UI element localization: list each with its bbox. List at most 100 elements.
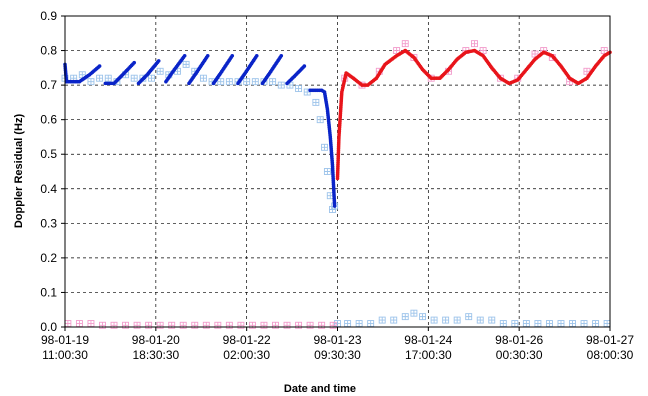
x-tick-time: 11:00:30 [42, 348, 88, 362]
series-marker-cross [105, 75, 112, 82]
series-marker-cross [76, 320, 83, 327]
series-dot [132, 60, 137, 65]
series-marker-cross [295, 85, 302, 92]
x-tick-time: 18:30:30 [132, 348, 179, 362]
series-dot [332, 204, 337, 208]
series-marker-cross [243, 78, 250, 85]
series-marker-cross [356, 320, 363, 327]
y-tick-label: 0.9 [40, 9, 57, 23]
series-marker-cross [304, 89, 311, 96]
series-marker-cross [569, 320, 576, 327]
x-tick-date: 98-01-20 [132, 333, 180, 347]
series-dot [302, 64, 307, 68]
x-tick-date: 98-01-24 [404, 333, 452, 347]
series-marker-cross [523, 320, 530, 327]
y-axis-ticks: 0.0 0.1 0.2 0.3 0.4 0.5 0.6 0.7 0.8 0.9 [40, 9, 65, 334]
series-marker-cross [592, 320, 599, 327]
series-dot [230, 53, 235, 58]
series-marker-cross [454, 317, 461, 324]
series-marker-cross [286, 82, 293, 89]
series-marker-cross [390, 317, 397, 324]
series-marker-cross [419, 313, 426, 320]
series-marker-cross [64, 320, 71, 327]
series-marker-cross [581, 320, 588, 327]
series-marker-cross [252, 78, 259, 85]
series-dot [254, 53, 259, 58]
x-tick-date: 98-01-23 [313, 333, 361, 347]
series-marker-cross [327, 192, 334, 199]
series-marker-cross [329, 206, 336, 213]
y-tick-label: 0.3 [40, 216, 57, 230]
x-tick-date: 98-01-19 [41, 333, 89, 347]
y-tick-label: 0.8 [40, 44, 57, 58]
series-marker-cross [278, 82, 285, 89]
series-marker-cross [604, 320, 611, 327]
y-tick-label: 0.7 [40, 78, 57, 92]
x-tick-date: 98-01-22 [223, 333, 271, 347]
series-marker-cross [431, 317, 438, 324]
x-axis-title: Date and time [284, 383, 356, 395]
x-tick-time: 09:30:30 [314, 348, 361, 362]
y-tick-label: 0.1 [40, 285, 57, 299]
series-2 [63, 53, 337, 208]
series-0 [61, 60, 611, 327]
y-axis-title: Doppler Residual (Hz) [13, 114, 25, 229]
series-marker-cross [601, 47, 608, 54]
series-marker-cross [174, 68, 181, 75]
series-marker-cross [317, 116, 324, 123]
series-marker-cross [511, 320, 518, 327]
series-layer [61, 40, 612, 329]
series-marker-cross [488, 317, 495, 324]
series-marker-cross [334, 320, 341, 327]
y-tick-label: 0.2 [40, 251, 57, 265]
x-tick-date: 98-01-26 [495, 333, 543, 347]
series-marker-cross [87, 78, 94, 85]
series-marker-cross [442, 317, 449, 324]
x-tick-date: 98-01-27 [586, 333, 634, 347]
series-marker-cross [226, 78, 233, 85]
series-marker-cross [534, 320, 541, 327]
series-marker-cross [312, 99, 319, 106]
series-marker-cross [321, 144, 328, 151]
series-marker-cross [96, 75, 103, 82]
series-marker-cross [148, 75, 155, 82]
series-1 [64, 40, 608, 329]
x-tick-time: 17:00:30 [405, 348, 452, 362]
series-dot [182, 53, 187, 58]
series-marker-cross [157, 68, 164, 75]
series-marker-cross [402, 40, 409, 47]
series-marker-cross [477, 317, 484, 324]
series-3 [335, 48, 612, 181]
series-dot [279, 53, 284, 58]
y-tick-label: 0.5 [40, 147, 57, 161]
series-marker-cross [480, 47, 487, 54]
series-marker-cross [402, 313, 409, 320]
series-marker-cross [269, 78, 276, 85]
y-tick-label: 0.6 [40, 113, 57, 127]
series-marker-cross [367, 320, 374, 327]
series-dot [205, 53, 210, 58]
series-marker-cross [131, 75, 138, 82]
series-marker-cross [379, 317, 386, 324]
series-marker-cross [87, 320, 94, 327]
series-marker-cross [465, 313, 472, 320]
series-dot [156, 59, 161, 63]
x-tick-time: 08:00:30 [587, 348, 634, 362]
series-marker-cross [546, 320, 553, 327]
series-marker-cross [393, 47, 400, 54]
series-marker-cross [471, 40, 478, 47]
y-tick-label: 0.0 [40, 320, 57, 334]
series-marker-cross [532, 51, 539, 58]
series-marker-cross [200, 75, 207, 82]
x-tick-time: 02:00:30 [223, 348, 270, 362]
series-marker-cross [557, 320, 564, 327]
series-marker-cross [410, 310, 417, 317]
series-marker-cross [583, 68, 590, 75]
series-dot [97, 64, 102, 68]
series-marker-cross [217, 78, 224, 85]
series-marker-cross [500, 320, 507, 327]
x-tick-time: 00:30:30 [496, 348, 543, 362]
series-marker-cross [79, 71, 86, 78]
